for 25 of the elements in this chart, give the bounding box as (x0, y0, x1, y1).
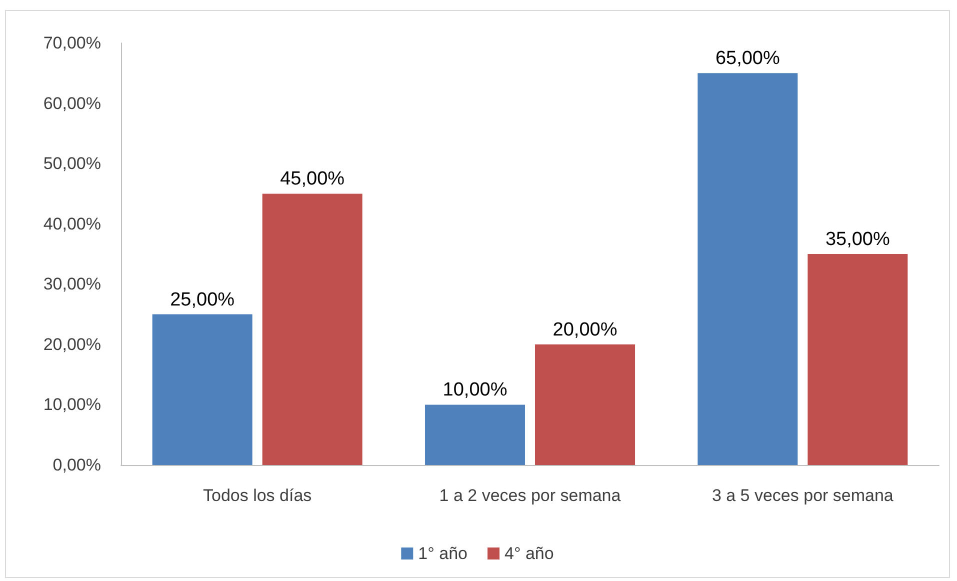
data-label: 20,00% (552, 319, 618, 340)
x-tick-label: 1 a 2 veces por semana (439, 486, 622, 505)
y-tick-label: 10,00% (43, 395, 101, 414)
y-tick-label: 0,00% (52, 456, 101, 474)
bar (535, 344, 635, 465)
bar (425, 404, 525, 465)
data-label: 35,00% (825, 229, 890, 250)
data-label: 10,00% (442, 380, 508, 401)
data-label: 25,00% (170, 289, 235, 310)
y-tick-label: 60,00% (43, 94, 101, 113)
legend-label: 4° año (504, 544, 554, 563)
bar (262, 194, 362, 465)
legend-label: 1° año (418, 544, 468, 563)
data-label: 65,00% (715, 48, 780, 70)
bar (152, 314, 252, 465)
y-tick-label: 70,00% (43, 34, 101, 52)
bar (698, 73, 798, 465)
y-tick-label: 30,00% (43, 274, 101, 294)
data-label: 45,00% (280, 168, 345, 190)
y-tick-label: 40,00% (43, 214, 101, 234)
bar (808, 254, 908, 465)
y-tick-label: 20,00% (43, 334, 101, 354)
x-tick-label: Todos los días (202, 486, 312, 505)
x-tick-label: 3 a 5 veces por semana (712, 486, 894, 505)
y-tick-label: 50,00% (43, 154, 101, 174)
